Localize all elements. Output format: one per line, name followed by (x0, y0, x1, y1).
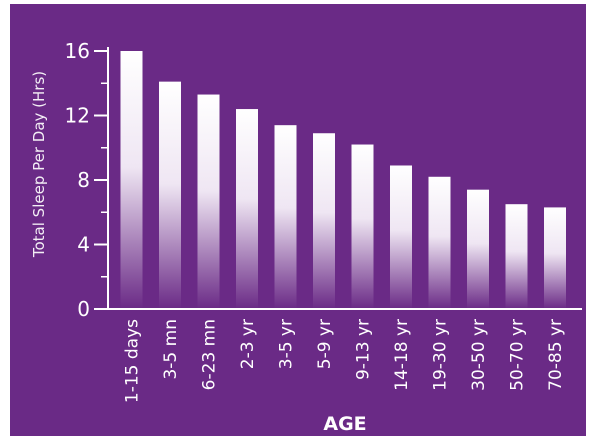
x-category-label: 30-50 yr (469, 319, 489, 391)
x-category-label: 9-13 yr (354, 319, 374, 380)
y-axis-title: Total Sleep Per Day (Hrs) (30, 71, 48, 258)
y-tick-label: 16 (65, 39, 90, 63)
x-category-label: 5-9 yr (315, 319, 335, 369)
bar (159, 81, 181, 309)
bar-chart: 0 4 8 12 16 1-15 days 3-5 mn 6-23 mn 2-3 yr 3-5 … (30, 39, 582, 435)
x-category-label: 3-5 mn (161, 319, 181, 380)
x-category-label: 6-23 mn (200, 319, 220, 390)
x-category-label: 19-30 yr (431, 319, 451, 391)
chart-panel: 0 4 8 12 16 1-15 days 3-5 mn 6-23 mn 2-3 yr 3-5 … (10, 4, 586, 436)
y-tick-label: 0 (77, 297, 90, 321)
x-category-label: 2-3 yr (238, 319, 258, 369)
x-labels-group: 1-15 days 3-5 mn 6-23 mn 2-3 yr 3-5 yr 5-9 yr… (123, 319, 567, 403)
x-axis-title: AGE (323, 413, 366, 435)
y-tick-label: 4 (77, 233, 90, 257)
x-category-label: 3-5 yr (277, 319, 297, 369)
bars-group (120, 51, 566, 309)
x-category-label: 1-15 days (123, 319, 143, 403)
bar (313, 133, 335, 309)
x-category-label: 70-85 yr (546, 319, 566, 391)
bar (120, 51, 143, 309)
bar (428, 176, 451, 309)
bar (274, 125, 297, 309)
bar (544, 207, 566, 309)
axes-group (94, 47, 582, 310)
bar (197, 94, 220, 309)
bar (505, 204, 528, 309)
bar (390, 165, 412, 309)
bar (467, 189, 489, 309)
y-ticks-group: 0 4 8 12 16 (65, 39, 108, 321)
bar (236, 109, 258, 309)
bar (351, 144, 374, 309)
x-category-label: 50-70 yr (508, 319, 528, 391)
y-tick-label: 12 (65, 104, 90, 128)
y-tick-label: 8 (77, 168, 90, 192)
x-category-label: 14-18 yr (392, 319, 412, 391)
